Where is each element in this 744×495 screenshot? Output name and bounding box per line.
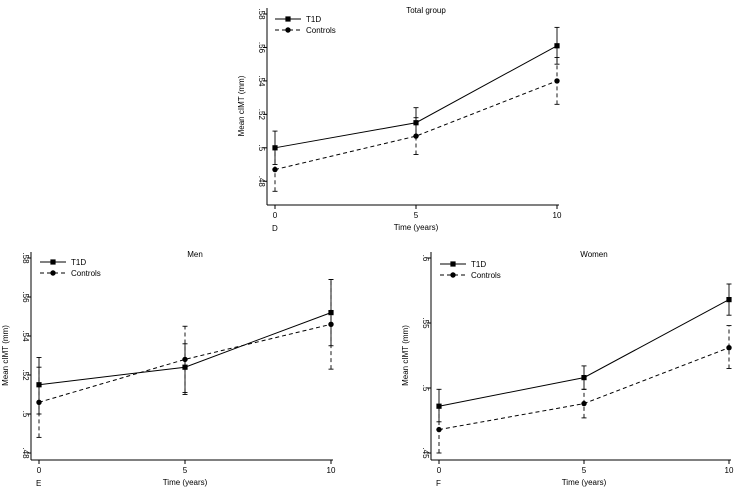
data-point (328, 321, 334, 327)
series-line (274, 80, 558, 171)
legend-marker (285, 16, 291, 22)
legend: T1D Controls (440, 260, 501, 280)
legend: T1D Controls (40, 258, 101, 278)
data-point (182, 364, 188, 370)
y-tick-label: .45 (421, 447, 430, 459)
series-controls (436, 325, 732, 454)
y-tick-label: .48 (21, 447, 30, 459)
y-tick-label: .52 (257, 109, 266, 121)
data-point (554, 78, 560, 84)
y-tick-label: .6 (421, 255, 430, 262)
chart-panel-e: .48 .5 .52 .54 .56 .58 0 5 10 Time (years) Mean cI… (1, 250, 336, 488)
y-tick-label: .5 (421, 385, 430, 392)
x-tick-label: 5 (414, 211, 419, 220)
y-tick-label: .5 (21, 411, 30, 418)
x-tick-label: 0 (437, 466, 442, 475)
legend-label: T1D (471, 260, 486, 269)
legend-label: Controls (471, 271, 501, 280)
series-controls (36, 279, 334, 438)
x-tick-label: 0 (37, 466, 42, 475)
x-tick-label: 5 (183, 466, 188, 475)
panel-letter: E (36, 479, 41, 488)
data-point (581, 400, 587, 407)
legend: T1D Controls (275, 15, 336, 35)
y-tick-label: .56 (257, 42, 266, 54)
y-tick-label: .58 (257, 8, 266, 20)
legend-label: T1D (306, 15, 321, 24)
y-tick-label: .52 (21, 369, 30, 381)
legend-marker (285, 27, 291, 33)
y-axis-title: Mean cIMT (mm) (237, 75, 246, 136)
legend-marker (50, 270, 56, 276)
data-point (554, 43, 560, 49)
legend-marker (450, 272, 456, 278)
data-point (36, 399, 42, 405)
series-controls (272, 57, 560, 192)
x-axis-title: Time (years) (562, 478, 607, 487)
data-point (272, 166, 278, 173)
series-line (38, 323, 332, 403)
y-tick-label: .58 (21, 252, 30, 264)
y-tick-label: .55 (421, 317, 430, 329)
panel-title: Women (580, 250, 607, 259)
x-axis-title: Time (years) (163, 478, 208, 487)
panel-title: Men (187, 250, 203, 259)
data-point (726, 297, 732, 303)
data-point (726, 345, 732, 351)
x-axis-title: Time (years) (394, 223, 439, 232)
y-axis-title: Mean cIMT (mm) (401, 325, 410, 386)
legend-label: T1D (71, 258, 86, 267)
x-tick-label: 10 (327, 466, 336, 475)
x-tick-label: 10 (553, 211, 562, 220)
legend-marker (450, 261, 456, 267)
data-point (182, 356, 188, 363)
chart-panel-f: .45 .5 .55 .6 0 5 10 Time (years) Mean cIMT (mm)… (401, 250, 734, 488)
y-tick-label: .54 (21, 330, 30, 342)
y-tick-label: .56 (21, 291, 30, 303)
x-tick-label: 0 (273, 211, 278, 220)
legend-marker (50, 259, 56, 265)
legend-label: Controls (306, 26, 336, 35)
y-tick-label: .48 (257, 176, 266, 188)
series-line (438, 299, 730, 407)
y-axis-title: Mean cIMT (mm) (1, 325, 10, 386)
y-tick-label: .54 (257, 75, 266, 87)
panel-letter: F (436, 479, 441, 488)
data-point (413, 133, 419, 139)
y-tick-label: .5 (257, 144, 266, 151)
x-tick-label: 10 (725, 466, 734, 475)
panel-title: Total group (406, 6, 446, 15)
data-point (581, 375, 587, 381)
chart-panel-d: .48 .5 .52 .54 .56 .58 0 5 10 Time (years) Mean cI… (237, 6, 562, 233)
panel-letter: D (272, 224, 278, 233)
data-point (436, 426, 442, 433)
x-tick-label: 5 (582, 466, 587, 475)
legend-label: Controls (71, 269, 101, 278)
